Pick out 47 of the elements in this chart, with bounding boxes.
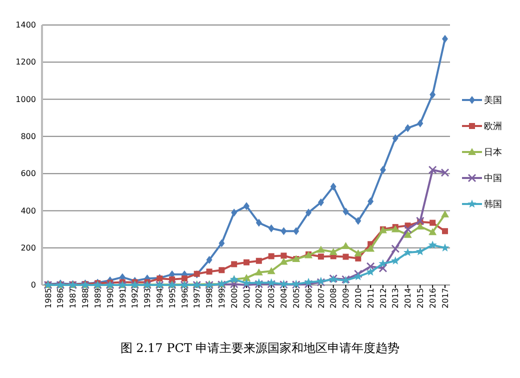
x-tick-label: 2009 <box>342 288 351 308</box>
x-tick-label: 2008 <box>329 288 338 308</box>
x-tick-label: 2010 <box>354 288 363 308</box>
legend-label: 中国 <box>484 173 502 184</box>
legend-label: 欧洲 <box>484 121 502 132</box>
x-tick-label: 1995 <box>168 288 177 308</box>
x-tick-label: 1986 <box>56 288 66 308</box>
text: 图 2.17 PCT 申请主要来源国家和地区申请年度趋势 <box>120 341 400 355</box>
x-tick-label: 1989 <box>93 288 102 308</box>
x-tick-label: 1997 <box>192 288 202 308</box>
y-tick-label: 400 <box>20 206 36 216</box>
x-tick-label: 2003 <box>267 288 276 308</box>
y-tick-label: 1400 <box>16 20 36 30</box>
y-tick-label: 1000 <box>16 94 36 104</box>
y-tick-label: 200 <box>20 243 36 252</box>
x-tick-label: 2001 <box>242 288 252 308</box>
x-tick-label: 1998 <box>205 288 214 308</box>
x-tick-label: 2017 <box>440 288 450 308</box>
x-tick-label: 2015 <box>416 288 425 308</box>
x-tick-label: 2007 <box>316 288 326 308</box>
y-tick-label: 0 <box>30 280 36 290</box>
legend-label: 日本 <box>484 147 502 158</box>
x-tick-label: 2011 <box>366 288 376 308</box>
x-tick-label: 1996 <box>180 288 190 308</box>
y-tick-label: 800 <box>20 132 36 141</box>
x-tick-label: 1992 <box>130 288 140 308</box>
x-tick-label: 1993 <box>143 288 152 308</box>
x-tick-label: 2004 <box>280 288 289 308</box>
x-tick-label: 1988 <box>81 288 90 308</box>
x-tick-label: 1987 <box>68 288 78 308</box>
legend-label: 美国 <box>484 95 502 106</box>
x-tick-label: 1985 <box>44 288 53 308</box>
x-tick-label: 2000 <box>230 288 239 308</box>
x-tick-label: 2006 <box>304 288 314 308</box>
y-tick-label: 600 <box>20 169 36 178</box>
x-tick-label: 2014 <box>404 288 413 308</box>
legend-label: 韩国 <box>484 199 502 210</box>
y-tick-label: 1200 <box>16 58 36 67</box>
x-tick-label: 2012 <box>378 288 388 308</box>
x-tick-label: 1999 <box>217 288 226 308</box>
x-tick-label: 1994 <box>155 288 164 308</box>
x-tick-label: 1991 <box>118 288 128 308</box>
x-tick-label: 2002 <box>254 288 264 308</box>
x-tick-label: 2016 <box>428 288 438 308</box>
x-tick-label: 1990 <box>106 288 115 308</box>
x-tick-label: 2013 <box>391 288 400 308</box>
x-tick-label: 2005 <box>292 288 301 308</box>
